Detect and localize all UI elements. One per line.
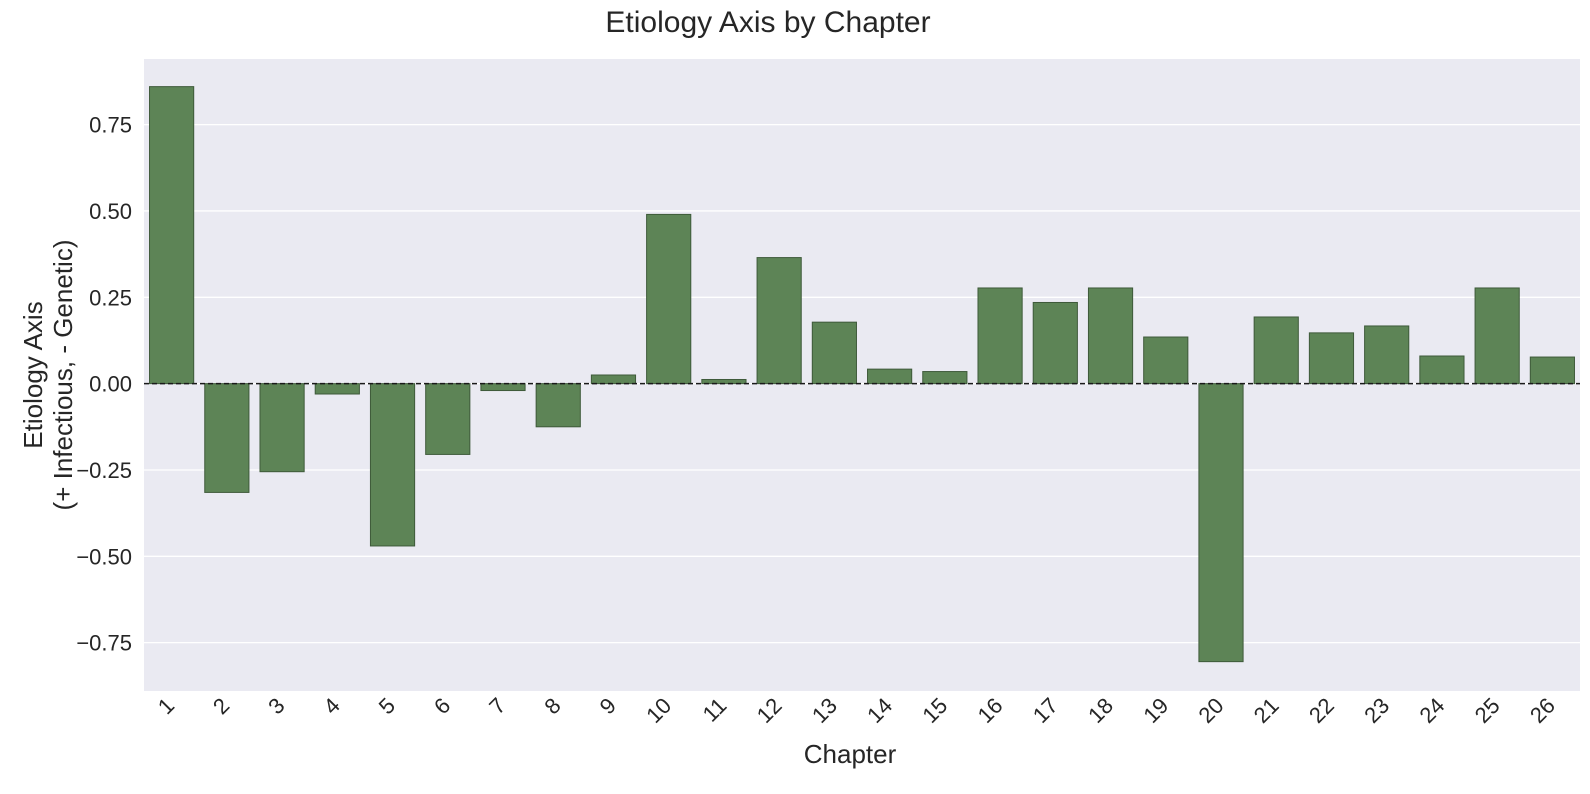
y-axis-label: Etiology Axis (+ Infectious, - Genetic) [18,240,78,511]
y-tick-label: −0.75 [76,631,132,656]
x-tick-label: 9 [595,693,621,719]
y-axis-label-line-2: (+ Infectious, - Genetic) [48,240,78,511]
x-tick-label: 12 [752,693,787,728]
x-tick-label: 10 [641,693,676,728]
x-tick-label: 22 [1304,693,1339,728]
bar [259,383,305,473]
x-tick-label: 17 [1028,693,1063,728]
bar [535,383,581,428]
x-tick-label: 7 [484,693,510,719]
y-tick-label: −0.50 [76,544,132,569]
bar [867,368,913,385]
x-tick-label: 16 [973,693,1008,728]
y-axis-label-line-1: Etiology Axis [18,301,48,448]
x-tick-label: 21 [1249,693,1284,728]
bars [149,86,1575,663]
x-tick-label: 19 [1138,693,1173,728]
x-tick-label: 1 [153,693,179,719]
y-tick-label: 0.25 [89,285,132,310]
x-tick-label: 4 [319,693,345,719]
bar [1143,336,1189,385]
bar [590,374,637,385]
x-tick-label: 15 [917,693,952,728]
x-tick-label: 25 [1470,693,1505,728]
x-axis-ticks: 1 2 3 4 5 6 7 8 9 10 11 12 13 14 15 16 17 18 19 20 21 22 23 24 2… [153,693,1560,728]
bar [314,383,360,395]
bar [922,371,968,385]
bar [1419,355,1465,385]
bar [977,287,1023,385]
bar [1529,356,1575,385]
x-tick-label: 8 [539,693,565,719]
bar [425,383,471,455]
bar [204,383,250,493]
bar [1364,325,1410,385]
y-tick-label: −0.25 [76,458,132,483]
bar [1308,332,1355,385]
y-tick-label: 0.00 [89,372,132,397]
x-tick-label: 11 [698,693,732,727]
y-axis-ticks: −0.75 −0.50 −0.25 0.00 0.25 0.50 0.75 [76,113,132,656]
x-tick-label: 20 [1194,693,1229,728]
x-tick-label: 14 [862,693,897,728]
x-tick-label: 24 [1414,693,1449,728]
bar [1087,287,1134,385]
y-tick-label: 0.75 [89,113,132,138]
bar [1253,316,1299,385]
bar [811,321,857,385]
x-tick-label: 6 [429,693,455,719]
bar [149,86,195,385]
bar [369,383,416,547]
x-tick-label: 2 [208,693,234,719]
bar [480,383,526,392]
y-tick-label: 0.50 [89,199,132,224]
bar [756,257,802,385]
x-tick-label: 13 [807,693,842,728]
x-tick-label: 5 [374,693,400,719]
bar [1032,301,1078,385]
bar [1474,287,1520,385]
x-tick-label: 18 [1083,693,1118,728]
bar [646,213,692,385]
x-tick-label: 3 [263,693,289,719]
x-axis-label: Chapter [804,739,897,769]
x-tick-label: 26 [1525,693,1560,728]
bar [1198,383,1244,663]
chart-title: Etiology Axis by Chapter [605,6,930,39]
x-tick-label: 23 [1359,693,1394,728]
